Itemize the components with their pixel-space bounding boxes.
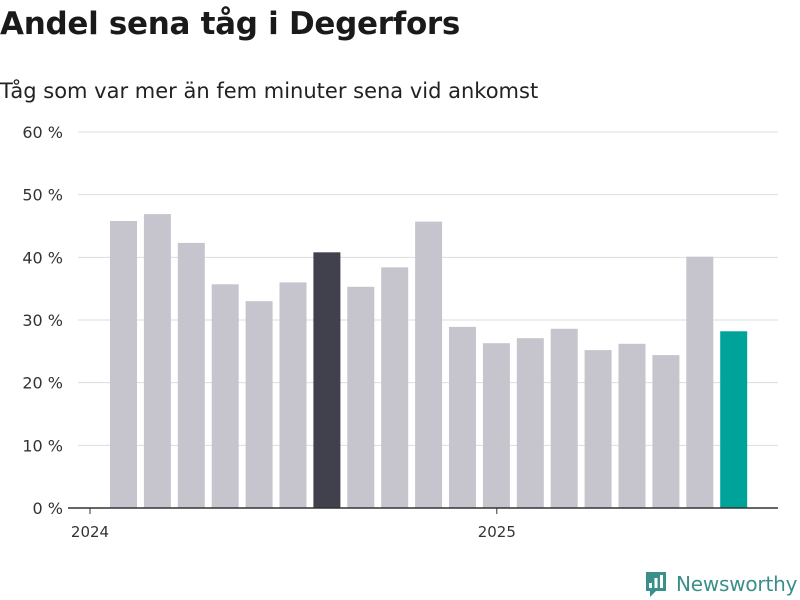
bar <box>516 338 544 508</box>
y-tick-label: 30 % <box>22 311 63 330</box>
y-tick-label: 0 % <box>33 499 63 518</box>
newsworthy-logo: Newsworthy <box>644 569 797 599</box>
brand-name: Newsworthy <box>676 572 798 596</box>
y-tick-label: 60 % <box>22 123 63 142</box>
y-tick-label: 20 % <box>22 374 63 393</box>
x-tick-label: 2024 <box>71 523 109 541</box>
bar <box>347 286 375 508</box>
x-tick-label: 2025 <box>478 523 516 541</box>
bar <box>143 214 171 509</box>
newsworthy-icon <box>646 572 666 597</box>
bar <box>177 242 205 509</box>
bar <box>313 252 341 508</box>
bar <box>211 284 239 508</box>
bar <box>618 343 646 508</box>
bar <box>110 220 137 508</box>
bar <box>449 326 476 508</box>
bar <box>686 256 714 508</box>
bar <box>245 301 273 508</box>
bar <box>550 328 578 508</box>
y-tick-label: 40 % <box>22 248 63 267</box>
bar <box>381 267 409 508</box>
bar <box>652 355 680 508</box>
bar <box>482 343 510 508</box>
bar <box>279 282 307 508</box>
bar <box>415 221 443 508</box>
bar <box>584 350 612 508</box>
chart-title: Andel sena tåg i Degerfors <box>0 6 461 42</box>
y-tick-label: 10 % <box>22 436 63 455</box>
bar <box>720 331 748 508</box>
chart-subtitle: Tåg som var mer än fem minuter sena vid … <box>0 79 539 103</box>
y-tick-label: 50 % <box>22 186 63 205</box>
